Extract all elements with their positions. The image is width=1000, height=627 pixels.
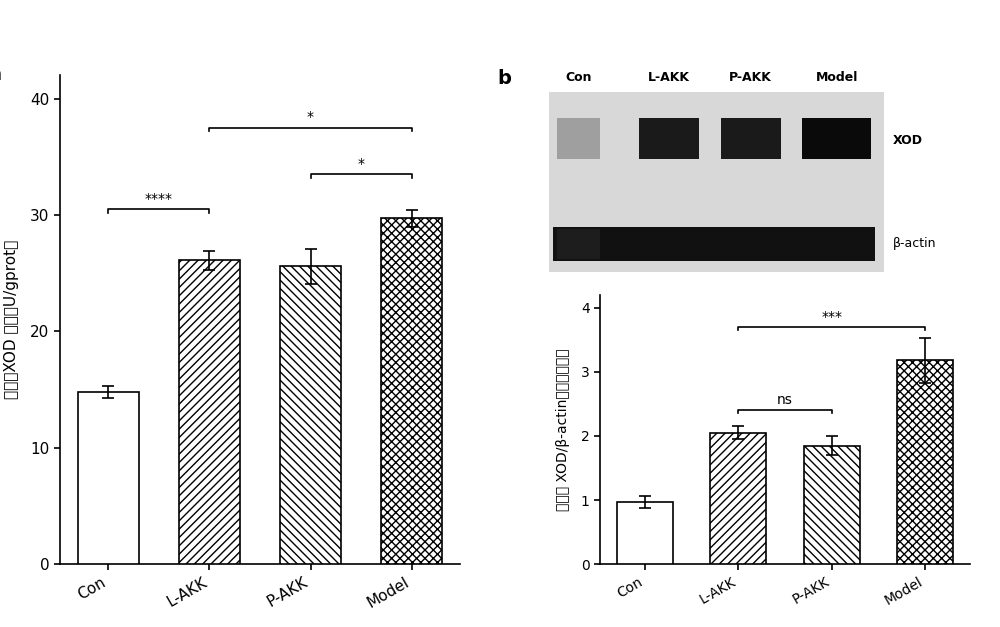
Text: b: b: [497, 69, 511, 88]
Bar: [710, 433, 766, 564]
Text: P-AKK: P-AKK: [729, 71, 772, 84]
FancyBboxPatch shape: [557, 229, 600, 259]
FancyBboxPatch shape: [557, 118, 600, 159]
Bar: [179, 260, 240, 564]
Text: XOD: XOD: [893, 134, 923, 147]
Text: ***: ***: [821, 310, 842, 324]
Bar: [78, 392, 139, 564]
Bar: [617, 502, 673, 564]
Text: a: a: [0, 65, 1, 85]
Y-axis label: 肝脏中XOD 活性（U/gprot）: 肝脏中XOD 活性（U/gprot）: [4, 240, 19, 399]
Bar: [381, 218, 442, 564]
Text: Model: Model: [816, 71, 858, 84]
Text: L-AKK: L-AKK: [648, 71, 690, 84]
Text: *: *: [307, 110, 314, 124]
Text: ns: ns: [777, 393, 793, 407]
FancyBboxPatch shape: [802, 118, 871, 159]
FancyBboxPatch shape: [721, 118, 781, 159]
FancyBboxPatch shape: [553, 227, 875, 261]
Bar: [804, 446, 860, 564]
FancyBboxPatch shape: [639, 118, 699, 159]
Text: β-actin: β-actin: [893, 238, 936, 250]
Text: *: *: [358, 157, 365, 171]
Y-axis label: 肝脏中 XOD/β-actin的相对表达量: 肝脏中 XOD/β-actin的相对表达量: [556, 348, 570, 511]
FancyBboxPatch shape: [549, 92, 884, 272]
Text: Con: Con: [565, 71, 592, 84]
Bar: [897, 360, 953, 564]
Bar: [280, 266, 341, 564]
Text: ****: ****: [145, 192, 173, 206]
